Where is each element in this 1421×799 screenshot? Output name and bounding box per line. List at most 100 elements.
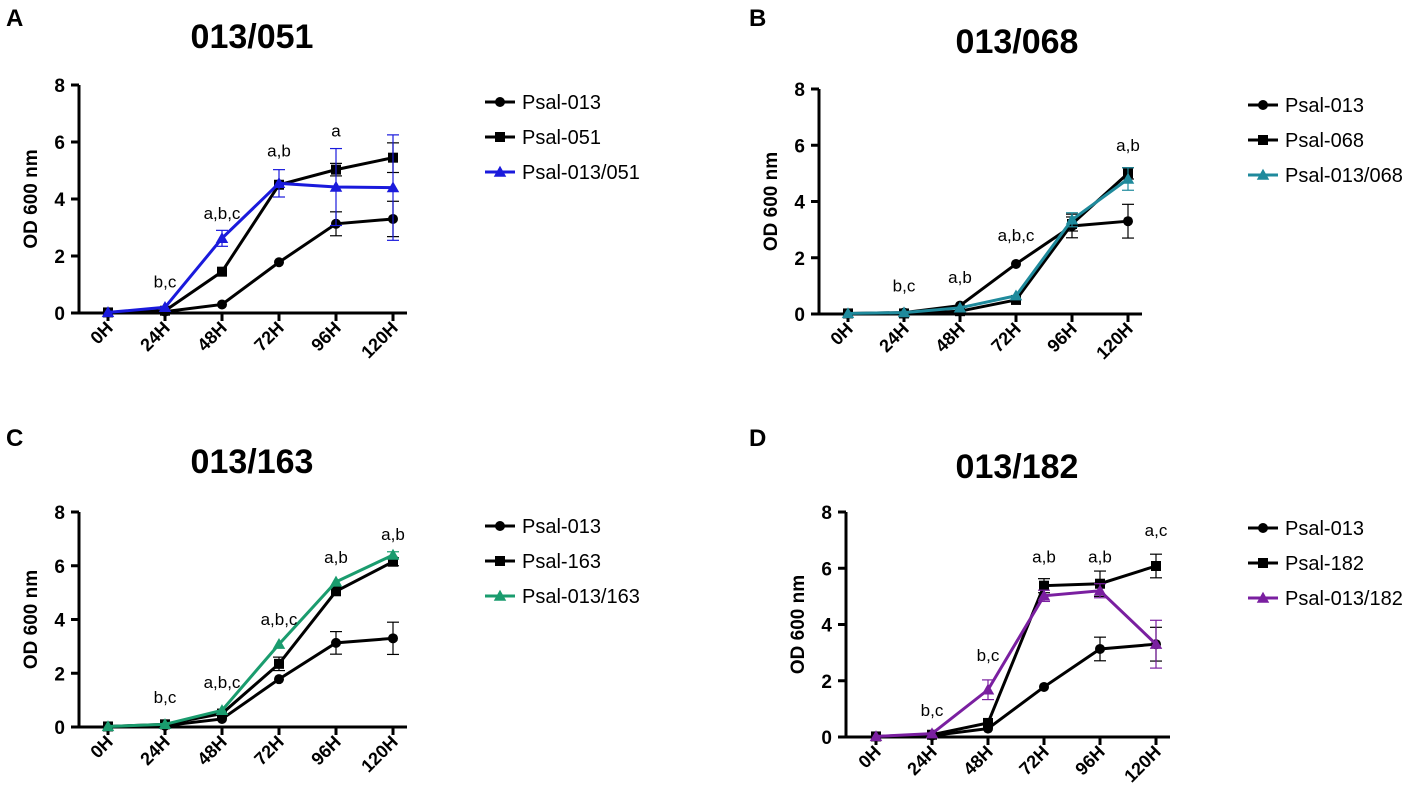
data-point <box>1149 637 1163 649</box>
x-tick-label: 48H <box>931 319 968 356</box>
data-point <box>925 727 939 739</box>
chart-title: 013/182 <box>956 448 1079 486</box>
legend-label: Psal-013 <box>522 92 601 114</box>
data-point <box>331 586 341 597</box>
significance-label: a,b <box>1116 136 1140 155</box>
data-point <box>983 717 993 728</box>
legend-marker <box>1256 168 1270 180</box>
series-line <box>107 636 394 728</box>
x-tick-label: 120H <box>1092 319 1137 364</box>
x-tick-label: 48H <box>959 742 996 779</box>
x-tick-label: 72H <box>1015 742 1052 779</box>
significance-label: a,b <box>948 268 972 287</box>
legend-marker <box>1258 135 1268 145</box>
legend: Psal-013 Psal-163 Psal-013/163 <box>485 516 640 608</box>
significance-label: a,b,c <box>261 610 298 629</box>
x-tick-label: 72H <box>250 732 287 769</box>
legend-label: Psal-013/068 <box>1285 165 1403 187</box>
legend-marker <box>495 556 505 566</box>
significance-label: a,b <box>1032 548 1056 567</box>
data-point <box>272 637 286 649</box>
series-psal-051 <box>103 142 399 318</box>
panel-letter: A <box>6 5 23 32</box>
significance-label: a,b <box>1088 548 1112 567</box>
y-axis-label: OD 600 nm <box>761 152 782 251</box>
series-psal-068 <box>843 167 1134 319</box>
legend-label: Psal-068 <box>1285 130 1364 152</box>
data-point <box>217 266 227 277</box>
x-tick-label: 72H <box>250 318 287 355</box>
data-point <box>953 301 967 313</box>
y-tick-label: 6 <box>794 136 805 157</box>
significance-label: a,b <box>267 141 291 160</box>
y-tick-label: 8 <box>794 80 805 101</box>
chart-panel-c: C 013/163 0 2 4 6 8 OD 600 nm 0H 24H 48H 72H 96H 120H… <box>6 425 640 776</box>
series-line <box>875 589 1158 738</box>
series-line <box>107 560 394 728</box>
x-tick-label: 24H <box>136 318 173 355</box>
data-point <box>1121 172 1135 184</box>
significance-label: a,c <box>1145 521 1168 540</box>
y-tick-label: 2 <box>821 672 832 693</box>
y-tick-label: 8 <box>54 76 65 97</box>
significance-label: b,c <box>921 701 944 720</box>
y-tick-label: 4 <box>794 193 805 214</box>
data-point <box>331 637 341 648</box>
legend-label: Psal-013/051 <box>522 162 640 184</box>
y-axis-label: OD 600 nm <box>21 570 42 669</box>
y-tick-label: 2 <box>794 249 805 270</box>
legend-label: Psal-163 <box>522 551 601 573</box>
legend-marker <box>1256 591 1270 603</box>
significance-label: b,c <box>154 688 177 707</box>
y-tick-label: 0 <box>794 305 805 326</box>
panel-letter: B <box>749 5 766 32</box>
series-line <box>848 172 1130 315</box>
legend-label: Psal-051 <box>522 127 601 149</box>
data-point <box>897 306 911 318</box>
x-tick-label: 96H <box>1071 742 1108 779</box>
y-tick-label: 0 <box>821 728 832 749</box>
significance-label: a,b <box>324 548 348 567</box>
x-tick-label: 48H <box>193 318 230 355</box>
legend-label: Psal-013 <box>522 516 601 538</box>
y-tick-label: 8 <box>54 503 65 524</box>
y-axis-label: OD 600 nm <box>788 575 809 674</box>
data-point <box>101 720 115 732</box>
y-tick-label: 2 <box>54 247 65 268</box>
significance-label: a,b,c <box>204 673 241 692</box>
data-point <box>841 307 855 319</box>
legend-label: Psal-013/163 <box>522 586 640 608</box>
data-point <box>1039 580 1049 591</box>
significance-label: a <box>331 121 341 140</box>
data-point <box>215 232 229 244</box>
data-point <box>386 181 400 193</box>
data-point <box>1151 561 1161 571</box>
data-point <box>869 730 883 742</box>
significance-label: a,b <box>381 525 405 544</box>
legend-label: Psal-013 <box>1285 518 1364 540</box>
legend-marker <box>1258 558 1268 568</box>
data-point <box>274 658 284 669</box>
series-psal-013-182 <box>869 583 1163 742</box>
data-point <box>1123 216 1133 227</box>
legend-marker <box>1258 100 1268 110</box>
data-point <box>272 177 286 189</box>
x-tick-label: 120H <box>357 732 402 777</box>
series-line <box>107 553 394 728</box>
data-point <box>215 704 229 716</box>
chart-panel-d: D 013/182 0 2 4 6 8 OD 600 nm 0H 24H 48H 72H 96H 120H… <box>749 425 1403 786</box>
significance-label: b,c <box>893 277 916 296</box>
y-tick-label: 0 <box>54 718 65 739</box>
data-point <box>1095 643 1105 654</box>
series-line <box>847 177 1129 315</box>
data-point <box>1037 589 1051 601</box>
data-point <box>329 180 343 192</box>
legend-label: Psal-013/182 <box>1285 588 1403 610</box>
legend: Psal-013 Psal-068 Psal-013/068 <box>1248 95 1403 187</box>
data-point <box>1065 213 1079 225</box>
legend-label: Psal-182 <box>1285 553 1364 575</box>
data-point <box>1009 289 1023 301</box>
x-tick-label: 96H <box>307 318 344 355</box>
legend: Psal-013 Psal-051 Psal-013/051 <box>485 92 640 184</box>
data-point <box>274 257 284 268</box>
